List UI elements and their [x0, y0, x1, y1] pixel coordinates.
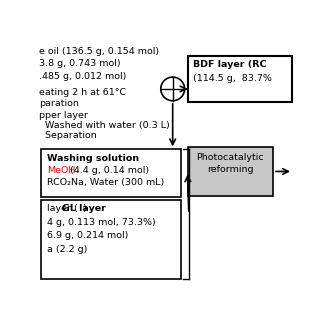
Text: pper layer: pper layer — [39, 111, 88, 120]
FancyBboxPatch shape — [41, 149, 181, 197]
FancyBboxPatch shape — [188, 56, 292, 102]
Text: .485 g, 0.012 mol): .485 g, 0.012 mol) — [39, 72, 126, 81]
Text: e oil (136.5 g, 0.154 mol): e oil (136.5 g, 0.154 mol) — [39, 47, 159, 56]
FancyBboxPatch shape — [188, 147, 273, 196]
Text: GL layer: GL layer — [62, 204, 106, 213]
Text: Separation: Separation — [39, 131, 97, 140]
Text: ): ) — [82, 204, 86, 213]
Text: reforming: reforming — [207, 165, 253, 174]
Text: Washing solution: Washing solution — [47, 154, 140, 163]
Text: 6.9 g, 0.214 mol): 6.9 g, 0.214 mol) — [47, 231, 129, 240]
Text: Washed with water (0.3 L): Washed with water (0.3 L) — [39, 121, 170, 130]
Text: RCO₂Na, Water (300 mL): RCO₂Na, Water (300 mL) — [47, 178, 165, 187]
Text: BDF layer (RC: BDF layer (RC — [193, 60, 266, 69]
FancyBboxPatch shape — [41, 200, 181, 279]
Text: a (2.2 g): a (2.2 g) — [47, 245, 88, 254]
Text: eating 2 h at 61°C: eating 2 h at 61°C — [39, 88, 126, 97]
Text: 4 g, 0.113 mol, 73.3%): 4 g, 0.113 mol, 73.3%) — [47, 218, 156, 227]
Text: paration: paration — [39, 99, 79, 108]
Text: (114.5 g,  83.7%: (114.5 g, 83.7% — [193, 74, 271, 83]
Text: (4.4 g, 0.14 mol): (4.4 g, 0.14 mol) — [67, 166, 149, 175]
Text: layer (: layer ( — [47, 204, 78, 213]
Text: Photocatalytic: Photocatalytic — [196, 153, 264, 162]
Text: MeOH: MeOH — [47, 166, 76, 175]
Text: 3.8 g, 0.743 mol): 3.8 g, 0.743 mol) — [39, 59, 120, 68]
